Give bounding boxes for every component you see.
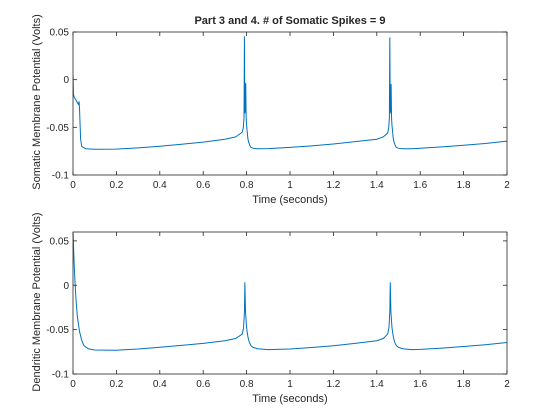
subplot-somatic: Part 3 and 4. # of Somatic Spikes = 9 Ti… [31, 14, 510, 206]
x-tick-label: 1 [287, 180, 293, 191]
x-tick-label: 1 [287, 379, 293, 390]
x-tick-label: 1.8 [457, 180, 471, 191]
plot-area: 0 0.2 0.4 0.6 0.8 1 1.2 1.4 1.6 1.8 2 -0.1 -0.05 0 0.0… [46, 231, 510, 390]
x-tick-label: 0 [70, 379, 76, 390]
chart-title: Part 3 and 4. # of Somatic Spikes = 9 [194, 15, 385, 27]
x-tick-label: 0.2 [109, 180, 123, 191]
y-tick-label: -0.05 [46, 325, 69, 336]
y-tick-label: 0 [63, 75, 69, 86]
y-tick-label: -0.1 [52, 370, 70, 381]
y-axis-label: Dendritic Membrane Potential (Volts) [31, 212, 43, 391]
x-tick-label: 1.6 [413, 379, 427, 390]
x-tick-label: 1.2 [326, 180, 340, 191]
subplot-dendritic: Time (seconds) Dendritic Membrane Potent… [31, 212, 510, 405]
x-tick-label: 0.4 [153, 180, 167, 191]
x-tick-label: 0 [70, 180, 76, 191]
x-tick-label: 0.2 [109, 379, 123, 390]
x-tick-label: 1.4 [370, 379, 384, 390]
y-tick-label: -0.05 [46, 123, 69, 134]
plot-area: 0 0.2 0.4 0.6 0.8 1 1.2 1.4 1.6 1.8 2 -0.1 -0.05 0 0.0… [46, 28, 510, 192]
y-tick-label: 0 [63, 281, 69, 292]
series-line [73, 232, 507, 351]
series-line [73, 36, 507, 150]
x-axis-label: Time (seconds) [252, 393, 327, 405]
x-tick-label: 0.6 [196, 180, 210, 191]
x-tick-label: 2 [504, 379, 510, 390]
y-axis-label: Somatic Membrane Potential (Volts) [31, 14, 43, 189]
x-tick-label: 0.8 [240, 180, 254, 191]
x-axis-label: Time (seconds) [252, 194, 327, 206]
x-tick-label: 1.8 [457, 379, 471, 390]
x-tick-label: 0.8 [240, 379, 254, 390]
x-tick-label: 1.6 [413, 180, 427, 191]
y-tick-label: 0.05 [50, 236, 70, 247]
x-tick-label: 0.4 [153, 379, 167, 390]
x-tick-label: 2 [504, 180, 510, 191]
y-tick-label: 0.05 [50, 28, 70, 39]
x-tick-label: 0.6 [196, 379, 210, 390]
x-tick-label: 1.2 [326, 379, 340, 390]
y-tick-label: -0.1 [52, 171, 70, 182]
x-tick-label: 1.4 [370, 180, 384, 191]
